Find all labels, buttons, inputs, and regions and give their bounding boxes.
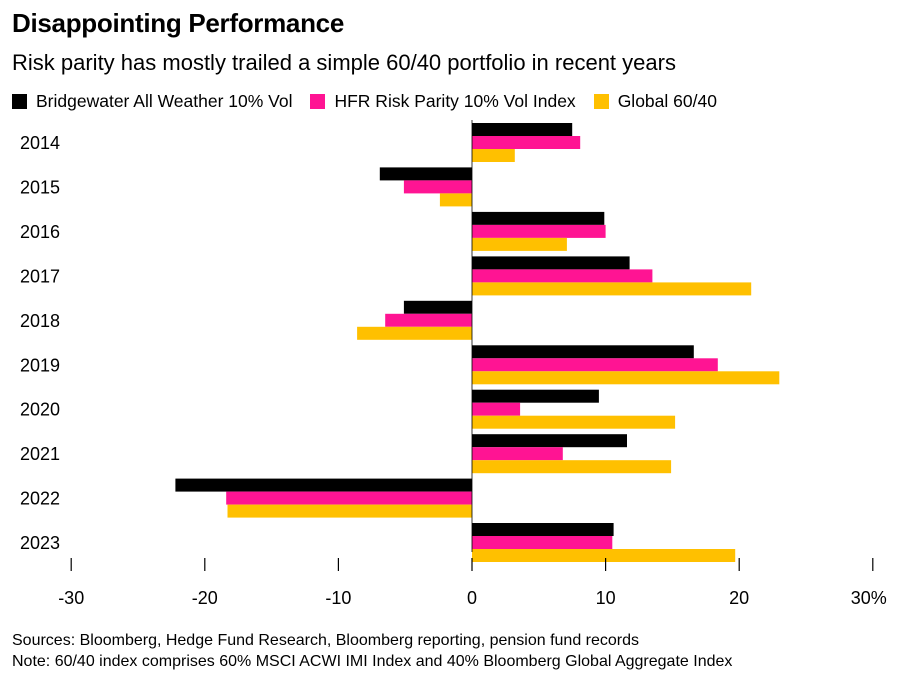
bar-hfr-risk-parity-10-vol-index-2018 (385, 313, 472, 327)
x-tick-label: 0 (467, 588, 477, 608)
index-note: Note: 60/40 index comprises 60% MSCI ACW… (12, 653, 733, 670)
bar-global-60-40-2023 (472, 549, 736, 562)
legend-swatch-hfr (310, 94, 326, 109)
bar-chart: 2014 2015 2016 2017 2018 2019 2020 2021 2022 2023… (20, 120, 887, 608)
x-axis: -30 -20 -10 0 10 20 30% (58, 558, 887, 608)
bar-global-60-40-2021 (472, 460, 672, 474)
bar-bridgewater-all-weather-10-vol-2019 (472, 345, 694, 359)
category-labels: 2014 2015 2016 2017 2018 2019 2020 2021 2022 2023 (20, 133, 60, 553)
chart-title: Disappointing Performance (12, 8, 344, 38)
x-tick-label: -20 (192, 588, 218, 608)
bar-hfr-risk-parity-10-vol-index-2019 (472, 358, 718, 372)
bar-bridgewater-all-weather-10-vol-2018 (403, 300, 472, 314)
category-label-2016: 2016 (20, 222, 60, 242)
legend-label-hfr: HFR Risk Parity 10% Vol Index (334, 91, 576, 111)
category-label-2019: 2019 (20, 355, 60, 375)
legend-swatch-bridgewater (12, 94, 27, 109)
x-tick-label: 30% (851, 588, 887, 608)
x-tick-label: -30 (58, 588, 84, 608)
bar-bridgewater-all-weather-10-vol-2021 (472, 434, 627, 448)
bar-hfr-risk-parity-10-vol-index-2016 (472, 224, 606, 238)
legend: Bridgewater All Weather 10% Vol HFR Risk… (12, 91, 735, 112)
bar-hfr-risk-parity-10-vol-index-2021 (472, 447, 563, 461)
bar-hfr-risk-parity-10-vol-index-2020 (472, 402, 521, 416)
footer: Sources: Bloomberg, Hedge Fund Research,… (12, 630, 732, 672)
bar-global-60-40-2015 (439, 193, 472, 207)
x-tick-label: 20 (729, 588, 749, 608)
category-label-2018: 2018 (20, 311, 60, 331)
bar-bridgewater-all-weather-10-vol-2017 (472, 256, 630, 270)
bar-bridgewater-all-weather-10-vol-2022 (175, 478, 472, 492)
bar-hfr-risk-parity-10-vol-index-2022 (226, 491, 472, 505)
category-label-2014: 2014 (20, 133, 60, 153)
legend-label-global-60-40: Global 60/40 (617, 91, 717, 111)
bar-global-60-40-2018 (357, 326, 472, 340)
bar-hfr-risk-parity-10-vol-index-2014 (472, 136, 581, 149)
bar-hfr-risk-parity-10-vol-index-2015 (403, 180, 472, 194)
legend-item-bridgewater: Bridgewater All Weather 10% Vol (12, 91, 292, 112)
legend-item-global-60-40: Global 60/40 (593, 91, 717, 112)
legend-label-bridgewater: Bridgewater All Weather 10% Vol (36, 91, 293, 111)
x-tick-label: 10 (596, 588, 616, 608)
category-label-2021: 2021 (20, 444, 60, 464)
bar-hfr-risk-parity-10-vol-index-2023 (472, 536, 613, 549)
category-label-2023: 2023 (20, 533, 60, 553)
bar-global-60-40-2017 (472, 282, 752, 296)
category-label-2020: 2020 (20, 400, 60, 420)
bar-global-60-40-2014 (472, 149, 515, 162)
legend-swatch-global-60-40 (593, 94, 609, 109)
category-label-2015: 2015 (20, 177, 60, 197)
legend-item-hfr: HFR Risk Parity 10% Vol Index (310, 91, 576, 112)
chart-subtitle: Risk parity has mostly trailed a simple … (12, 50, 676, 75)
x-tick-label: -10 (325, 588, 351, 608)
bar-bridgewater-all-weather-10-vol-2020 (472, 389, 599, 403)
category-label-2022: 2022 (20, 489, 60, 509)
bar-bridgewater-all-weather-10-vol-2014 (472, 123, 573, 136)
bar-global-60-40-2022 (227, 504, 472, 518)
bar-global-60-40-2016 (472, 237, 567, 251)
bar-global-60-40-2020 (472, 415, 676, 429)
bar-bridgewater-all-weather-10-vol-2023 (472, 523, 614, 536)
category-label-2017: 2017 (20, 266, 60, 286)
bar-bridgewater-all-weather-10-vol-2015 (379, 167, 472, 181)
bar-hfr-risk-parity-10-vol-index-2017 (472, 269, 653, 283)
bar-global-60-40-2019 (472, 371, 780, 385)
bar-bridgewater-all-weather-10-vol-2016 (472, 211, 605, 225)
sources-note: Sources: Bloomberg, Hedge Fund Research,… (12, 632, 640, 649)
bars-group (175, 120, 780, 562)
